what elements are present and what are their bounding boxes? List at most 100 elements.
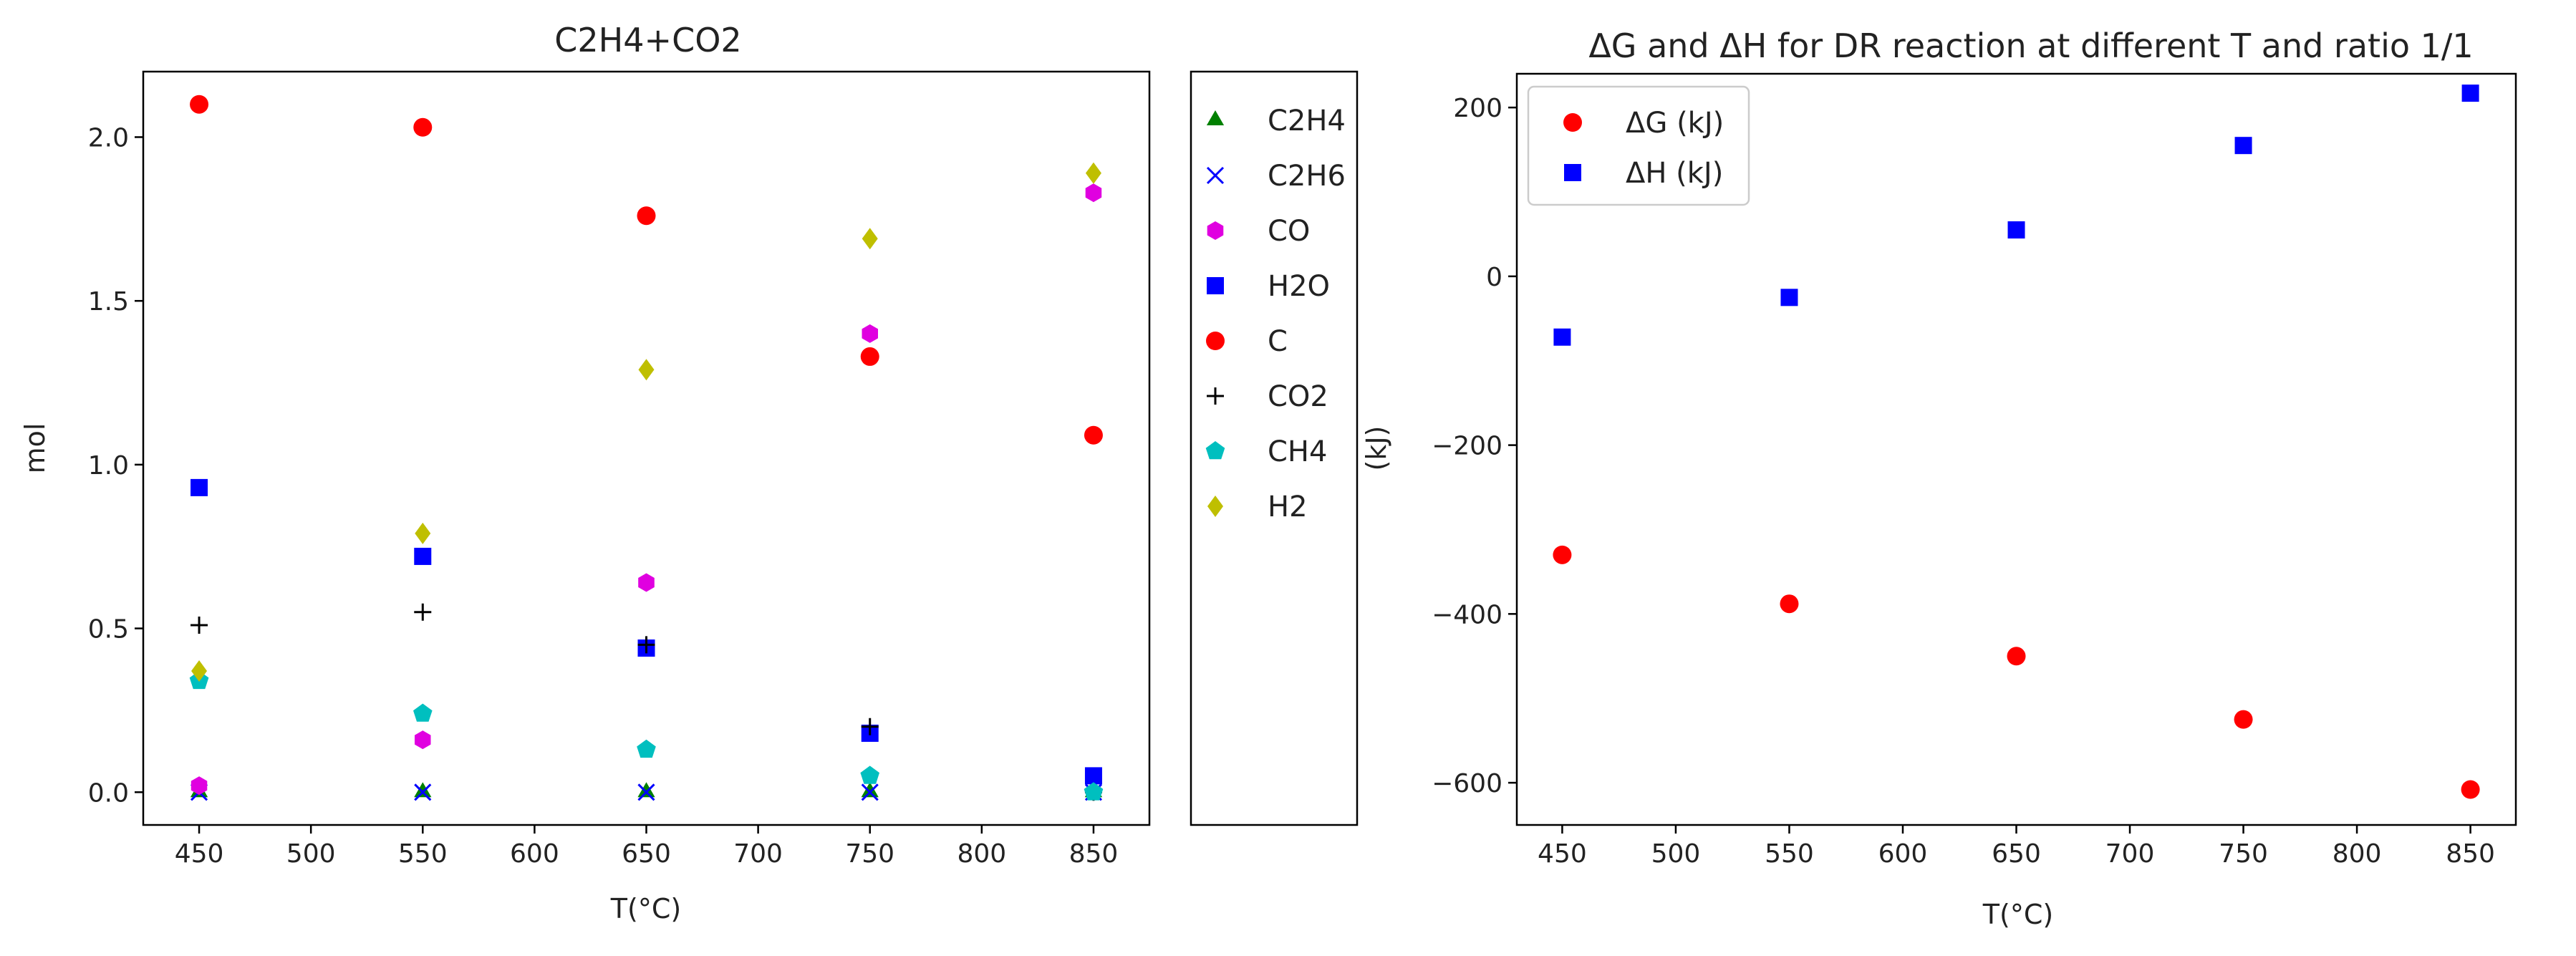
left-x-axis-label: T(°C) <box>610 893 681 924</box>
x-tick-label: 650 <box>1992 839 2041 869</box>
series-c <box>190 95 1103 445</box>
point-co2 <box>414 603 432 621</box>
series-g-kj <box>1553 545 2480 799</box>
legend-marker-g-kj <box>1563 113 1582 132</box>
point-c2h4 <box>414 782 432 798</box>
legend-item-co2: CO2 <box>1207 380 1328 413</box>
point-co <box>415 730 431 750</box>
point-c <box>860 347 879 366</box>
series-ch4 <box>189 670 1104 801</box>
point-c <box>413 117 433 137</box>
legend-marker-h2 <box>1207 496 1223 517</box>
point-co <box>862 324 878 343</box>
point-ch4 <box>637 739 656 758</box>
point-h2 <box>638 359 655 381</box>
legend-label: CH4 <box>1268 435 1327 468</box>
legend-marker-h2o <box>1207 277 1224 294</box>
point-ch4 <box>860 766 879 784</box>
x-tick-label: 500 <box>286 839 336 869</box>
legend-item-c2h6: C2H6 <box>1206 160 1346 193</box>
left-x-axis: 450 500 550 600 650 700 750 800 850 <box>175 825 1118 869</box>
x-tick-label: 600 <box>510 839 559 869</box>
legend-marker-c <box>1206 332 1225 350</box>
point-co <box>638 573 655 592</box>
x-tick-label: 650 <box>622 839 671 869</box>
y-tick-label: −400 <box>1432 600 1502 629</box>
y-tick-label: −200 <box>1432 432 1502 461</box>
right-x-axis-label: T(°C) <box>1982 899 2053 930</box>
legend-marker-co <box>1207 221 1224 240</box>
point-h2 <box>191 660 208 682</box>
y-tick-label: 0.5 <box>88 615 129 644</box>
right-y-axis-label: (kJ) <box>1361 426 1392 471</box>
x-tick-label: 800 <box>2333 839 2382 869</box>
right-legend: ΔG (kJ) ΔH (kJ) <box>1527 85 1750 206</box>
point-co <box>1085 183 1102 203</box>
point-h2 <box>1085 162 1101 184</box>
point-g-kj <box>1553 545 1572 564</box>
left-chart: C2H4+CO2 450 500 550 600 650 700 750 800 850 0.0… <box>19 21 1151 924</box>
legend-marker-co2 <box>1207 387 1224 405</box>
point-h-kj <box>2234 137 2252 155</box>
left-y-axis: 0.0 0.5 1.0 1.5 2.0 <box>88 123 143 808</box>
left-data-points <box>189 95 1104 801</box>
point-c <box>190 95 209 114</box>
point-g-kj <box>2007 647 2026 666</box>
point-c <box>637 206 656 226</box>
right-y-axis: 200 0 −200 −400 −600 <box>1432 94 1517 798</box>
point-co2 <box>637 636 655 654</box>
point-c2h4 <box>861 782 879 798</box>
right-chart: ΔG and ΔH for DR reaction at different T… <box>1361 26 2517 930</box>
legend-marker-c2h6 <box>1206 166 1225 185</box>
y-tick-label: 2.0 <box>88 123 129 153</box>
x-tick-label: 550 <box>398 839 448 869</box>
point-h-kj <box>1780 289 1798 306</box>
point-h2o <box>414 547 432 565</box>
left-chart-title: C2H4+CO2 <box>554 21 741 59</box>
right-x-axis: 450 500 550 600 650 700 750 800 850 <box>1538 825 2495 869</box>
series-h-kj <box>1553 85 2479 346</box>
right-legend-box <box>1527 85 1750 206</box>
point-c2h6 <box>861 783 879 801</box>
point-h2o <box>190 478 208 496</box>
point-ch4 <box>413 703 433 722</box>
point-co2 <box>861 718 879 735</box>
x-tick-label: 850 <box>2446 839 2495 869</box>
legend-item-h-kj: ΔH (kJ) <box>1564 157 1723 190</box>
point-h2 <box>415 522 431 544</box>
point-h2o <box>1084 767 1102 785</box>
y-tick-label: 0.0 <box>88 778 129 808</box>
y-tick-label: 1.5 <box>88 287 129 317</box>
x-tick-label: 450 <box>1538 839 1587 869</box>
point-g-kj <box>2234 710 2253 729</box>
x-tick-label: 550 <box>1765 839 1814 869</box>
legend-item-h2o: H2O <box>1207 270 1330 303</box>
point-c2h6 <box>637 783 655 801</box>
x-tick-label: 600 <box>1878 839 1928 869</box>
legend-label: H2O <box>1268 270 1330 303</box>
legend-item-h2: H2 <box>1207 491 1308 523</box>
legend-label: C <box>1268 325 1288 358</box>
series-co <box>190 183 1102 796</box>
y-tick-label: 200 <box>1453 94 1502 123</box>
legend-item-g-kj: ΔG (kJ) <box>1563 107 1724 140</box>
point-g-kj <box>1780 594 1799 614</box>
point-co <box>190 776 208 796</box>
legend-marker-h-kj <box>1564 164 1581 181</box>
legend-item-co: CO <box>1207 215 1310 248</box>
legend-label: H2 <box>1268 491 1308 523</box>
right-chart-title: ΔG and ΔH for DR reaction at different T… <box>1588 26 2473 65</box>
legend-item-ch4: CH4 <box>1205 435 1327 468</box>
y-tick-label: 0 <box>1486 263 1502 292</box>
legend-marker-ch4 <box>1205 441 1225 460</box>
legend-label: CO2 <box>1268 380 1328 413</box>
x-tick-label: 500 <box>1651 839 1701 869</box>
point-ch4 <box>1084 782 1104 801</box>
point-g-kj <box>2461 780 2480 799</box>
point-h2 <box>862 228 878 250</box>
point-c2h6 <box>414 783 432 801</box>
legend-label: CO <box>1268 215 1310 248</box>
x-tick-label: 750 <box>2219 839 2268 869</box>
left-y-axis-label: mol <box>19 423 51 474</box>
